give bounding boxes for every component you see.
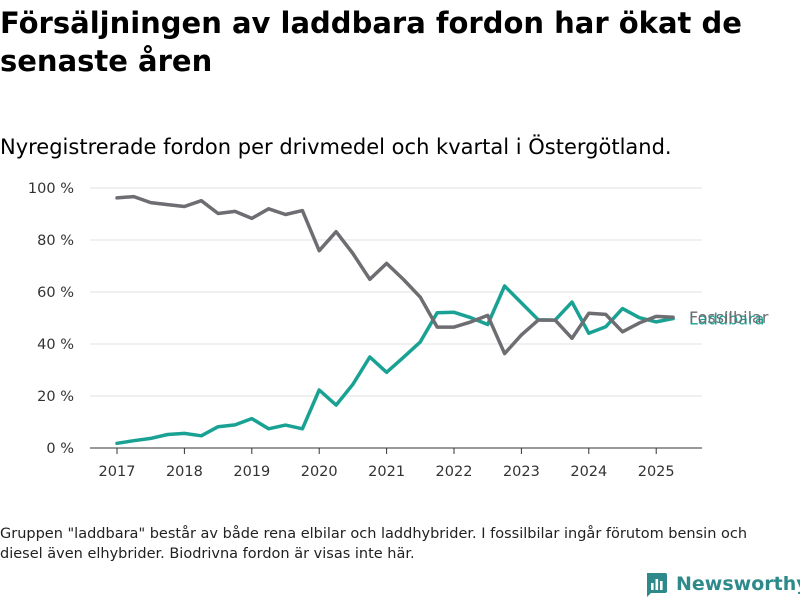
series-line-fossilbilar bbox=[115, 194, 675, 356]
x-tick-label: 2023 bbox=[503, 464, 540, 480]
series-label-laddbara: Laddbara bbox=[689, 310, 764, 329]
x-tick-label: 2020 bbox=[301, 464, 338, 480]
x-tick-label: 2018 bbox=[166, 464, 203, 480]
newsworthy-logo-icon bbox=[647, 573, 667, 597]
x-tick-label: 2019 bbox=[233, 464, 270, 480]
y-tick-label: 100 % bbox=[28, 181, 74, 197]
x-tick-label: 2024 bbox=[570, 464, 607, 480]
y-axis-labels: 0 % 20 % 40 % 60 % 80 % 100 % bbox=[28, 181, 74, 457]
y-tick-label: 40 % bbox=[37, 337, 74, 353]
brand-name: Newsworthy bbox=[676, 573, 800, 595]
newsworthy-logo[interactable]: Newsworthy bbox=[644, 568, 800, 600]
chart-subtitle: Nyregistrerade fordon per drivmedel och … bbox=[0, 135, 672, 159]
chart-title: Försäljningen av laddbara fordon har öka… bbox=[0, 6, 742, 78]
footnote: Gruppen "laddbara" består av både rena e… bbox=[0, 526, 748, 562]
series-line-laddbara bbox=[115, 284, 675, 446]
y-tick-label: 60 % bbox=[37, 285, 74, 301]
y-tick-label: 20 % bbox=[37, 389, 74, 405]
x-axis: 2017 2018 2019 2020 2021 2022 2023 2024 2025 bbox=[90, 447, 702, 480]
x-tick-label: 2022 bbox=[436, 464, 473, 480]
x-tick-label: 2021 bbox=[368, 464, 405, 480]
y-tick-label: 80 % bbox=[37, 233, 74, 249]
series-lines bbox=[115, 194, 675, 446]
y-tick-label: 0 % bbox=[46, 441, 74, 457]
grid-lines bbox=[90, 187, 702, 397]
x-tick-label: 2025 bbox=[638, 464, 675, 480]
series-label-fossilbilar: Fossilbilar bbox=[689, 308, 769, 327]
x-tick-label: 2017 bbox=[99, 464, 136, 480]
